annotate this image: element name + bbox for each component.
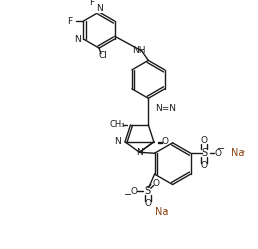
Text: O: O <box>215 149 222 158</box>
Text: S: S <box>145 186 151 196</box>
Text: ⁺: ⁺ <box>164 207 168 217</box>
Text: F: F <box>89 0 94 7</box>
Text: O: O <box>153 179 160 188</box>
Text: O: O <box>200 161 207 170</box>
Text: O: O <box>162 137 169 146</box>
Text: Na: Na <box>231 148 245 158</box>
Text: S: S <box>201 148 207 158</box>
Text: NH: NH <box>132 46 146 56</box>
Text: N: N <box>136 148 143 157</box>
Text: N: N <box>115 137 121 146</box>
Text: Cl: Cl <box>98 51 107 60</box>
Text: ⁺: ⁺ <box>240 149 245 158</box>
Text: O: O <box>200 136 207 145</box>
Text: N: N <box>74 35 80 44</box>
Text: O: O <box>144 199 151 208</box>
Text: CH₃: CH₃ <box>109 120 125 129</box>
Text: Na: Na <box>155 207 168 217</box>
Text: −: − <box>124 190 132 200</box>
Text: −: − <box>217 143 225 153</box>
Text: F: F <box>67 16 72 26</box>
Text: O: O <box>130 187 137 196</box>
Text: N=N: N=N <box>155 104 176 113</box>
Text: N: N <box>96 4 102 13</box>
